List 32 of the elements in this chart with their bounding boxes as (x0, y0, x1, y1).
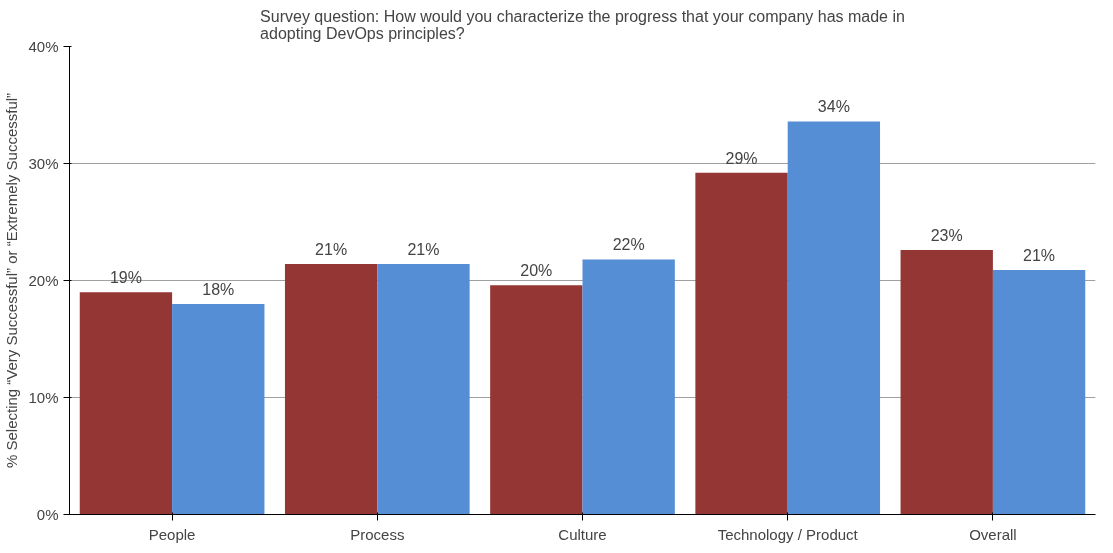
bar (79, 292, 173, 515)
chart-title: Survey question: How would you characterize the progress that your company has made in adopting DevOps principles? (260, 7, 905, 42)
y-axis-title: % Selecting “Very Successful” or “Extremely Successful” (3, 92, 21, 469)
bar (490, 285, 583, 515)
bar (377, 264, 470, 515)
data-label: 18% (202, 280, 235, 298)
data-label: 19% (109, 269, 142, 287)
x-tick-label: Technology / Product (717, 525, 859, 543)
data-label: 23% (930, 227, 963, 245)
bar (582, 259, 675, 515)
data-label: 34% (817, 98, 850, 116)
y-tick-label: 10% (28, 389, 59, 406)
data-label: 20% (520, 262, 553, 280)
x-tick-label: Process (350, 525, 405, 543)
bar (695, 172, 788, 515)
data-label: 22% (612, 236, 645, 254)
bar (284, 264, 378, 515)
bar (787, 121, 881, 515)
x-tick-label: Culture (558, 525, 607, 543)
bar (900, 250, 993, 515)
bar (172, 303, 265, 515)
bar (992, 269, 1086, 515)
x-tick-label: Overall (969, 525, 1017, 543)
data-label: 29% (725, 149, 758, 167)
y-tick-label: 30% (28, 155, 59, 172)
data-label: 21% (1023, 246, 1056, 264)
y-tick-label: 20% (28, 272, 59, 289)
x-tick-label: People (148, 525, 196, 543)
y-tick-label: 40% (28, 38, 59, 55)
data-label: 21% (407, 241, 440, 259)
y-tick-label: 0% (36, 506, 59, 523)
data-label: 21% (315, 241, 348, 259)
